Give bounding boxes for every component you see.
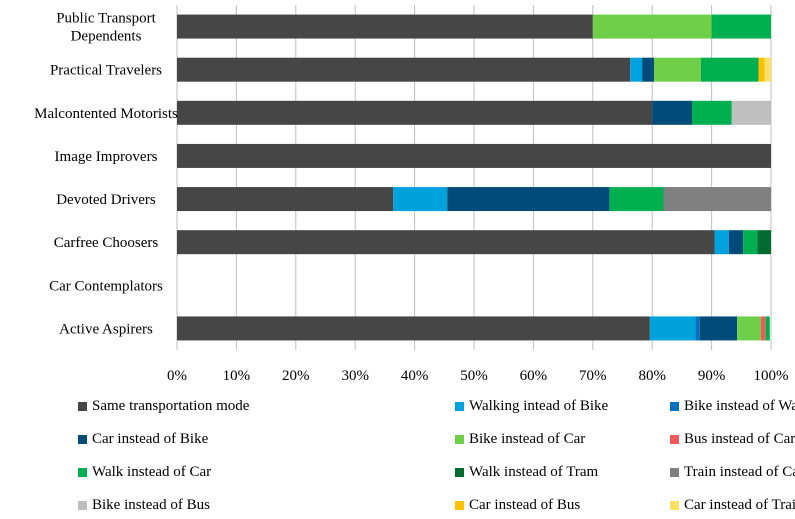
bar-devoted-drivers-walking-intead-of-bike xyxy=(393,187,448,212)
tick-label-100: 100% xyxy=(754,368,789,384)
legend-swatch xyxy=(455,402,464,411)
bar-malcontented-motorists-car-instead-of-bike xyxy=(652,100,692,125)
legend-label: Car instead of Train xyxy=(684,497,795,513)
legend-swatch xyxy=(455,468,464,477)
category-label-practical-travelers: Practical Travelers xyxy=(50,63,162,79)
legend-swatch xyxy=(670,501,679,510)
bar-devoted-drivers-train-instead-of-car xyxy=(663,187,771,212)
legend-swatch xyxy=(670,435,679,444)
bar-active-aspirers-bike-instead-of-walk xyxy=(695,316,700,341)
legend-swatch xyxy=(78,435,87,444)
gridlines xyxy=(176,5,772,350)
bar-practical-travelers-walking-intead-of-bike xyxy=(630,57,643,82)
bar-practical-travelers-car-instead-of-train xyxy=(764,57,771,82)
category-labels: Public Transport Dependents Practical Trav… xyxy=(34,11,178,338)
bar-public-transport-dependents-bike-instead-of-car xyxy=(592,14,712,39)
legend-item-walk-instead-of-car: Walk instead of Car xyxy=(78,464,211,481)
category-label-malcontented-motorists: Malcontented Motorists xyxy=(34,106,178,122)
legend-item-bike-instead-of-bus: Bike instead of Bus xyxy=(78,497,210,514)
bar-public-transport-dependents-same-transportation-mode xyxy=(177,14,593,39)
bar-practical-travelers-walk-instead-of-car xyxy=(700,57,759,82)
legend-item-bike-instead-of-car: Bike instead of Car xyxy=(455,431,585,448)
legend-label: Walk instead of Car xyxy=(92,464,212,480)
bar-active-aspirers-same-transportation-mode xyxy=(177,316,650,341)
legend-swatch xyxy=(455,501,464,510)
tick-label-80: 80% xyxy=(638,368,666,384)
legend-item-walk-instead-of-tram: Walk instead of Tram xyxy=(455,464,598,481)
bar-carfree-choosers-same-transportation-mode xyxy=(177,230,715,255)
legend-item-same-transportation-mode: Same transportation mode xyxy=(78,398,249,415)
legend-swatch xyxy=(78,402,87,411)
tick-label-40: 40% xyxy=(401,368,429,384)
bar-carfree-choosers-walk-instead-of-car xyxy=(743,230,758,255)
legend-item-car-instead-of-train: Car instead of Train xyxy=(670,497,795,514)
bar-active-aspirers-walk-instead-of-car xyxy=(765,316,770,341)
legend-label: Same transportation mode xyxy=(92,398,250,414)
legend-swatch xyxy=(78,501,87,510)
legend-swatch xyxy=(670,468,679,477)
tick-label-10: 10% xyxy=(223,368,251,384)
category-label-devoted-drivers: Devoted Drivers xyxy=(56,192,156,208)
legend-label: Walk instead of Tram xyxy=(469,464,599,480)
tick-label-70: 70% xyxy=(579,368,607,384)
legend-item-walking-intead-of-bike: Walking intead of Bike xyxy=(455,398,608,415)
legend-label: Bike instead of Walk xyxy=(684,398,795,414)
category-label-image-improvers: Image Improvers xyxy=(55,149,158,165)
category-label-carfree-choosers: Carfree Choosers xyxy=(54,235,159,251)
legend-label: Car instead of Bus xyxy=(469,497,581,513)
bar-image-improvers-same-transportation-mode xyxy=(177,143,771,168)
legend-swatch xyxy=(670,402,679,411)
bar-malcontented-motorists-same-transportation-mode xyxy=(177,100,653,125)
category-label-active-aspirers: Active Aspirers xyxy=(59,321,153,337)
bars xyxy=(177,14,771,341)
tick-label-0: 0% xyxy=(167,368,187,384)
legend-swatch xyxy=(78,468,87,477)
bar-active-aspirers-car-instead-of-bike xyxy=(699,316,738,341)
bar-carfree-choosers-walk-instead-of-tram xyxy=(757,230,771,255)
category-label-public-transport-dependents: Public Transport Dependents xyxy=(56,11,156,45)
legend-label: Car instead of Bike xyxy=(92,431,209,447)
bar-malcontented-motorists-bike-instead-of-bus xyxy=(731,100,771,125)
bar-devoted-drivers-walk-instead-of-car xyxy=(609,187,664,212)
bar-active-aspirers-bike-instead-of-car xyxy=(737,316,761,341)
tick-label-50: 50% xyxy=(460,368,488,384)
legend-item-car-instead-of-bike: Car instead of Bike xyxy=(78,431,208,448)
tick-label-30: 30% xyxy=(341,368,369,384)
legend-label: Train instead of Car xyxy=(684,464,795,480)
tick-label-90: 90% xyxy=(698,368,726,384)
stacked-bar-chart: Public Transport Dependents Practical Trav… xyxy=(34,5,789,384)
bar-public-transport-dependents-walk-instead-of-car xyxy=(711,14,771,39)
legend-label: Walking intead of Bike xyxy=(469,398,609,414)
tick-label-20: 20% xyxy=(282,368,310,384)
bar-carfree-choosers-car-instead-of-bike xyxy=(728,230,744,255)
category-label-car-contemplators: Car Contemplators xyxy=(49,278,163,294)
bar-practical-travelers-same-transportation-mode xyxy=(177,57,631,82)
bar-devoted-drivers-same-transportation-mode xyxy=(177,187,394,212)
legend-label: Bus instead of Car xyxy=(684,431,795,447)
legend-label: Bike instead of Bus xyxy=(92,497,210,513)
bar-practical-travelers-car-instead-of-bike xyxy=(642,57,654,82)
bar-active-aspirers-bus-instead-of-car xyxy=(760,316,766,341)
bar-devoted-drivers-car-instead-of-bike xyxy=(447,187,610,212)
bar-active-aspirers-walking-intead-of-bike xyxy=(649,316,696,341)
bar-carfree-choosers-walking-intead-of-bike xyxy=(714,230,729,255)
legend-item-bike-instead-of-walk: Bike instead of Walk xyxy=(670,398,795,415)
x-axis-ticks: 0% 10% 20% 30% 40% 50% 60% 70% 80% 90% 100% xyxy=(167,368,789,384)
legend-item-bus-instead-of-car: Bus instead of Car xyxy=(670,431,795,448)
bar-malcontented-motorists-walk-instead-of-car xyxy=(691,100,732,125)
tick-label-60: 60% xyxy=(520,368,548,384)
legend-item-car-instead-of-bus: Car instead of Bus xyxy=(455,497,580,514)
bar-practical-travelers-bike-instead-of-car xyxy=(653,57,701,82)
legend-item-train-instead-of-car: Train instead of Car xyxy=(670,464,795,481)
bar-practical-travelers-car-instead-of-bus xyxy=(758,57,765,82)
legend-swatch xyxy=(455,435,464,444)
legend-label: Bike instead of Car xyxy=(469,431,586,447)
